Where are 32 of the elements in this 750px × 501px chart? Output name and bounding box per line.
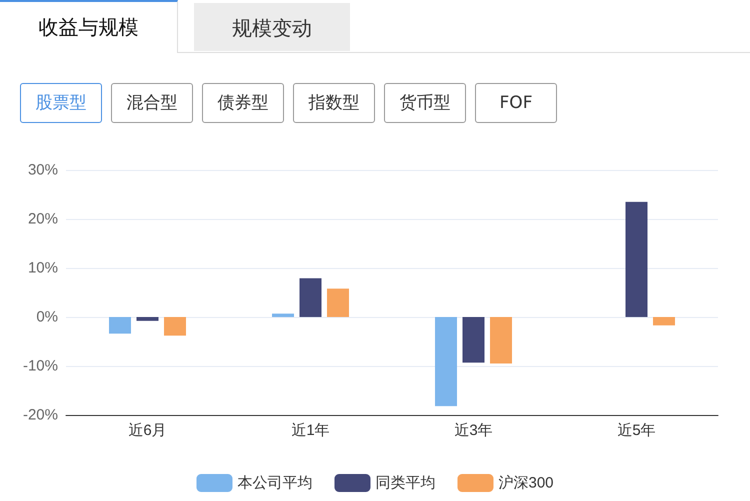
x-tick-label: 近1年 <box>291 422 330 439</box>
text: 规模变动 <box>194 3 350 51</box>
text: 指数型 <box>293 83 375 123</box>
legend-label: 同类平均 <box>375 474 436 492</box>
x-tick-label: 近3年 <box>454 422 493 439</box>
text: 收益与规模 <box>0 0 178 53</box>
legend-label: 本公司平均 <box>237 474 312 492</box>
x-tick-label: 近6月 <box>128 422 167 439</box>
y-tick-label: 10% <box>28 260 58 276</box>
bar <box>490 317 512 364</box>
y-tick-label: 20% <box>28 210 58 228</box>
x-tick-label: 近5年 <box>617 422 656 439</box>
legend-label: 沪深300 <box>498 474 554 492</box>
bar <box>300 278 322 317</box>
bar <box>272 314 294 317</box>
text: FOF <box>475 83 557 123</box>
bar <box>435 317 457 406</box>
y-tick-label: -20% <box>22 406 58 424</box>
text: 混合型 <box>111 83 193 123</box>
text: 债券型 <box>202 83 284 123</box>
bar <box>462 317 484 363</box>
text: 货币型 <box>384 83 466 123</box>
bar <box>327 288 349 317</box>
bar <box>653 317 675 326</box>
bar <box>136 317 158 321</box>
bar <box>109 317 131 334</box>
bar <box>626 202 648 317</box>
text: 股票型 <box>20 83 102 123</box>
y-tick-label: -10% <box>22 358 58 374</box>
y-tick-label: 30% <box>28 162 58 178</box>
y-tick-label: 0% <box>36 308 58 326</box>
bar <box>164 317 186 336</box>
